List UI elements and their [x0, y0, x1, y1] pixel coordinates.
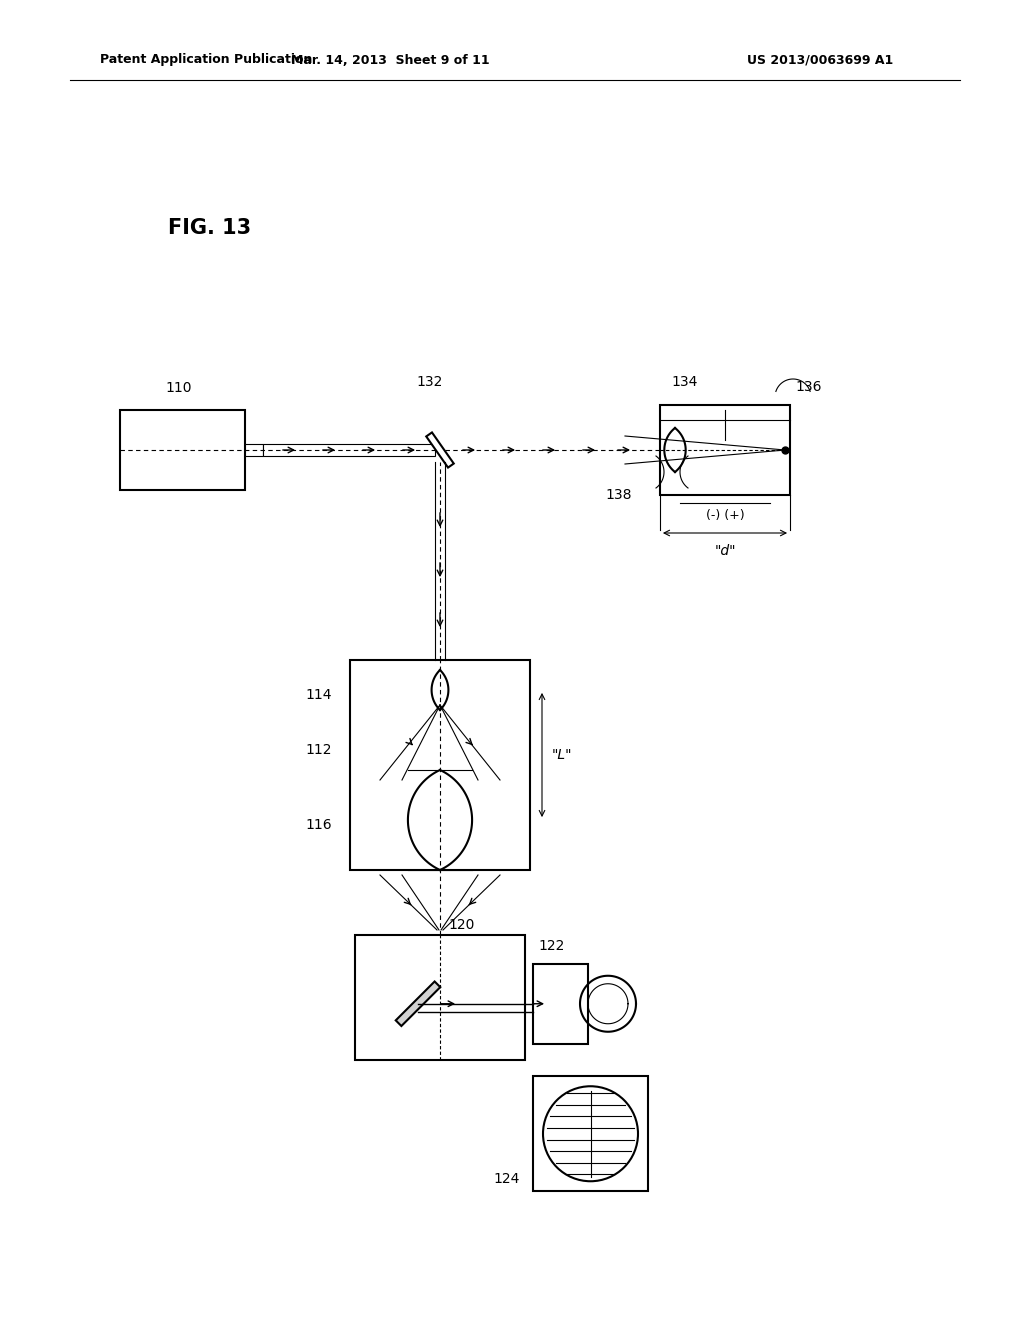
Bar	[426, 433, 454, 467]
Text: 112: 112	[305, 743, 332, 756]
Text: 124: 124	[493, 1172, 519, 1187]
Text: 120: 120	[449, 917, 474, 932]
Text: US 2013/0063699 A1: US 2013/0063699 A1	[746, 54, 893, 66]
Text: 138: 138	[605, 488, 632, 502]
Text: 122: 122	[538, 939, 564, 953]
Bar	[245, 444, 263, 455]
Text: "d": "d"	[715, 544, 736, 558]
Text: 134: 134	[672, 375, 698, 389]
Text: (-) (+): (-) (+)	[706, 508, 744, 521]
Text: 116: 116	[305, 818, 332, 832]
Text: FIG. 13: FIG. 13	[168, 218, 251, 238]
Text: Patent Application Publication: Patent Application Publication	[100, 54, 312, 66]
Bar	[395, 982, 440, 1026]
Text: "L": "L"	[552, 748, 572, 762]
Text: 110: 110	[165, 381, 191, 395]
Bar	[660, 405, 790, 495]
Bar	[263, 444, 435, 455]
Text: 132: 132	[417, 375, 443, 389]
Text: Mar. 14, 2013  Sheet 9 of 11: Mar. 14, 2013 Sheet 9 of 11	[291, 54, 489, 66]
Bar	[355, 935, 525, 1060]
Text: 136: 136	[795, 380, 821, 393]
Bar	[350, 660, 530, 870]
Text: 114: 114	[305, 688, 332, 702]
Bar	[534, 1076, 648, 1191]
Bar	[534, 964, 588, 1044]
Bar	[120, 411, 245, 490]
